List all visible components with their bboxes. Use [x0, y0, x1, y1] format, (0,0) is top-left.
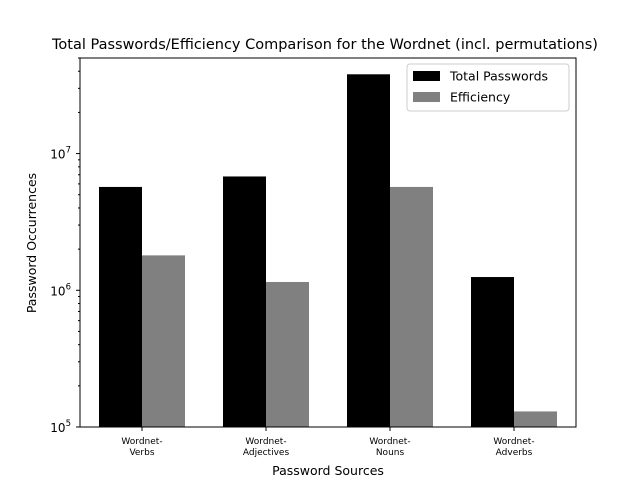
legend-label: Efficiency [450, 90, 511, 105]
bar-efficiency-2 [390, 186, 433, 427]
bar-total-passwords-3 [471, 277, 514, 427]
bar-efficiency-1 [266, 281, 309, 427]
y-axis-label: Password Occurrences [24, 173, 39, 313]
x-tick-label: Adverbs [496, 448, 533, 458]
x-tick-label: Wordnet- [369, 437, 410, 447]
legend: Total Passwords Efficiency [406, 63, 570, 112]
legend-swatch [413, 71, 440, 81]
x-tick-label: Adjectives [243, 448, 290, 458]
x-axis: Wordnet-VerbsWordnet-AdjectivesWordnet-N… [121, 427, 535, 458]
y-tick-label: 107 [50, 146, 71, 162]
legend-label: Total Passwords [449, 69, 548, 84]
bar-total-passwords-0 [99, 186, 142, 427]
y-tick-label: 106 [50, 282, 71, 298]
bar-efficiency-0 [142, 255, 185, 427]
y-axis: 105 106 107 [50, 57, 80, 435]
bar-efficiency-3 [514, 411, 557, 427]
x-tick-label: Wordnet- [493, 437, 534, 447]
bar-total-passwords-1 [223, 176, 266, 427]
y-tick-label: 105 [50, 419, 71, 435]
chart-title: Total Passwords/Efficiency Comparison fo… [51, 37, 598, 53]
bars-group [99, 74, 557, 427]
x-axis-label: Password Sources [272, 463, 384, 478]
bar-total-passwords-2 [347, 74, 390, 427]
x-tick-label: Wordnet- [245, 437, 286, 447]
x-tick-label: Wordnet- [121, 437, 162, 447]
plot-frame [79, 57, 577, 428]
legend-frame [406, 63, 570, 112]
x-tick-label: Nouns [376, 448, 405, 458]
x-tick-label: Verbs [129, 448, 154, 458]
legend-swatch [413, 92, 440, 102]
